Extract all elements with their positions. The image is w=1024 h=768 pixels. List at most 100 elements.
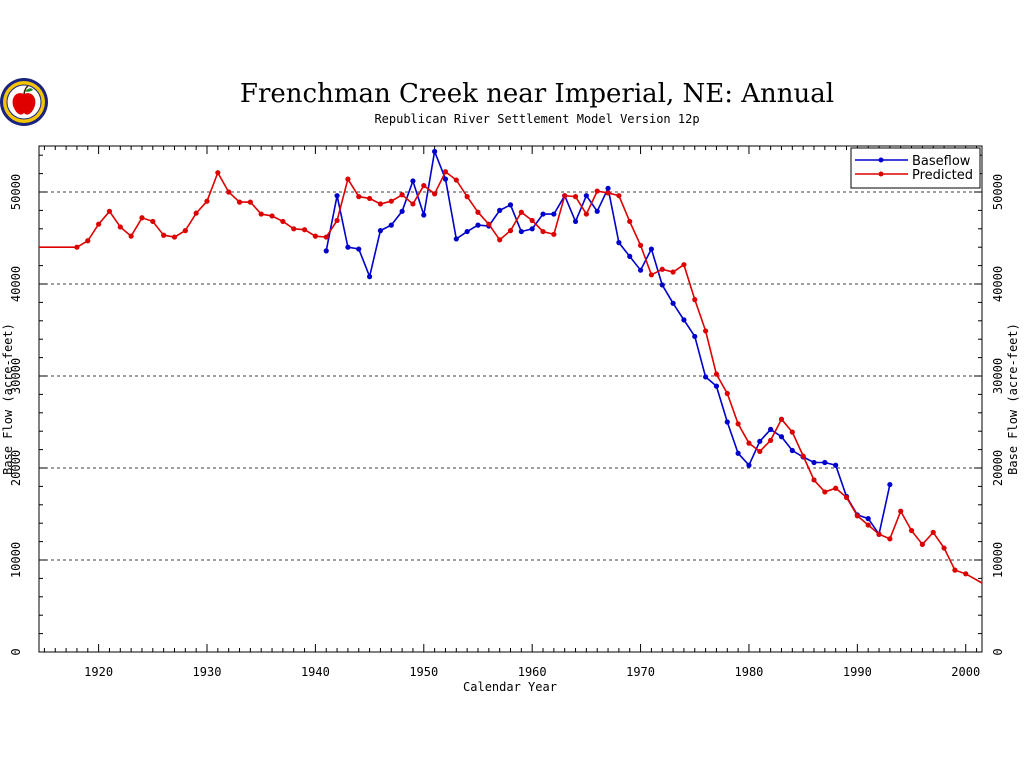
data-point-predicted [778,416,785,422]
data-point-predicted [215,170,221,176]
series-group [39,148,983,584]
data-point-predicted [291,226,297,232]
y-tick-label-left: 10000 [9,542,23,578]
data-point-predicted [96,221,102,227]
data-point-predicted [117,224,123,230]
data-point-predicted [540,228,546,235]
data-point-baseflow [713,383,720,389]
data-point-predicted [627,218,633,225]
y-tick-label-left: 30000 [9,358,23,394]
data-point-baseflow [475,222,481,228]
y-axis-label-right: Base Flow (acre-feet) [1006,323,1020,475]
chart-title: Frenchman Creek near Imperial, NE: Annua… [240,79,834,109]
data-point-baseflow [518,228,524,235]
data-point-predicted [692,297,698,303]
y-tick-label-left: 20000 [9,450,23,486]
x-tick-label: 1990 [843,665,872,679]
series-predicted [39,169,983,584]
data-point-baseflow [507,202,514,208]
y-tick-label-right: 0 [991,648,1005,655]
data-point-predicted [247,199,253,205]
chart-subtitle: Republican River Settlement Model Versio… [374,112,699,126]
data-point-predicted [843,494,850,501]
data-point-predicted [356,194,362,200]
y-tick-label-left: 50000 [9,174,23,210]
y-tick-label-right: 40000 [991,266,1005,302]
data-point-baseflow [388,222,394,228]
data-point-baseflow [453,236,459,242]
data-point-predicted [930,529,936,536]
data-point-predicted [724,390,730,397]
data-point-baseflow [540,211,546,217]
x-tick-label: 1920 [84,665,113,679]
x-tick-label: 1950 [409,665,438,679]
data-point-baseflow [627,253,633,259]
y-tick-label-right: 30000 [991,358,1005,394]
data-point-predicted [345,176,351,182]
data-point-baseflow [703,374,709,380]
data-point-predicted [518,209,524,215]
data-point-predicted [908,527,915,534]
data-point-baseflow [334,193,340,199]
data-point-predicted [854,513,860,519]
data-point-predicted [713,371,720,377]
data-point-predicted [497,237,503,243]
legend-baseflow-label: Baseflow [912,154,971,169]
data-point-predicted [150,218,156,225]
data-point-predicted [74,244,80,250]
data-point-predicted [789,429,795,435]
data-point-predicted [757,448,763,455]
data-point-predicted [85,238,91,244]
data-point-predicted [963,571,969,577]
data-point-predicted [486,221,492,227]
series-baseflow [323,148,893,537]
data-point-predicted [746,440,752,446]
data-point-baseflow [637,267,644,273]
data-point-predicted [703,328,709,334]
data-point-predicted [735,421,741,427]
data-point-predicted [464,194,470,200]
data-point-baseflow [768,426,774,432]
data-point-predicted [616,193,622,199]
gridlines [39,191,982,561]
data-point-predicted [768,437,774,443]
data-point-predicted [475,209,481,215]
data-point-predicted [887,536,893,542]
data-point-predicted [226,189,232,195]
data-point-baseflow [692,333,698,340]
data-point-predicted [323,234,329,240]
data-point-predicted [442,169,449,175]
data-point-predicted [334,217,340,224]
data-point-predicted [562,193,568,199]
data-point-predicted [139,215,145,221]
legend-predicted-marker [878,171,884,177]
data-point-baseflow [648,246,655,252]
x-tick-label: 1980 [735,665,764,679]
data-point-predicted [269,213,275,219]
data-point-predicted [106,208,113,214]
data-point-baseflow [551,211,557,217]
y-tick-label-left: 40000 [9,266,23,302]
data-point-predicted [128,233,134,239]
data-point-predicted [453,177,459,183]
data-point-predicted [572,194,579,200]
data-point-predicted [898,508,904,514]
data-point-baseflow [529,226,535,232]
x-tick-label: 2000 [951,665,980,679]
data-point-predicted [388,198,394,204]
data-point-baseflow [616,240,622,246]
data-point-predicted [432,191,438,197]
data-point-baseflow [778,434,785,440]
data-point-predicted [637,242,644,248]
data-point-baseflow [410,178,416,184]
data-point-predicted [865,522,871,528]
data-point-baseflow [605,185,611,191]
data-point-baseflow [724,419,730,425]
x-axis-label: Calendar Year [463,680,557,694]
data-point-baseflow [887,481,893,488]
y-axis-label-left: Base Flow (acre-feet) [1,323,15,475]
data-point-baseflow [757,438,763,444]
data-point-baseflow [497,207,503,213]
data-point-predicted [833,485,839,491]
